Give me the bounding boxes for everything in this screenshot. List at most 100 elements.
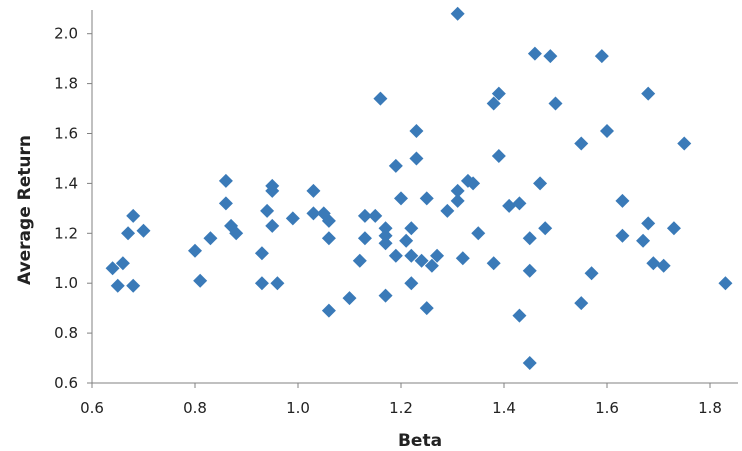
scatter-point	[105, 261, 120, 276]
tick-labels: 0.6 0.8 1.0 1.2 1.4 1.6 1.8 0.6 0.8 1.0 1.2 1.4 1.6 1…	[54, 25, 722, 417]
scatter-point	[378, 236, 393, 251]
scatter-point	[404, 276, 419, 291]
scatter-point	[455, 251, 470, 266]
scatter-point	[342, 291, 357, 306]
scatter-point	[136, 223, 151, 238]
scatter-point	[218, 196, 233, 211]
scatter-point	[414, 253, 429, 268]
scatter-point	[646, 256, 661, 271]
scatter-point	[409, 124, 424, 139]
scatter-point	[430, 248, 445, 263]
scatter-point	[450, 6, 465, 21]
y-axis-title: Average Return	[15, 135, 35, 285]
scatter-point	[718, 276, 733, 291]
scatter-point	[636, 233, 651, 248]
scatter-point	[378, 228, 393, 243]
scatter-point	[440, 203, 455, 218]
scatter-point	[512, 308, 527, 323]
scatter-point	[265, 178, 280, 193]
scatter-point	[512, 196, 527, 211]
scatter-point	[615, 193, 630, 208]
axes	[91, 10, 738, 384]
scatter-point	[188, 243, 202, 258]
x-tick-label: 1.0	[286, 399, 310, 417]
scatter-point	[409, 151, 424, 166]
data-points	[105, 6, 733, 371]
scatter-point	[270, 276, 285, 291]
scatter-point	[419, 301, 434, 316]
scatter-point	[394, 191, 408, 206]
scatter-point	[522, 263, 537, 278]
x-tick-label: 1.4	[492, 399, 516, 417]
x-tick-label: 0.8	[183, 399, 207, 417]
scatter-point	[110, 278, 125, 293]
x-tick-label: 1.8	[698, 399, 722, 417]
scatter-point	[373, 91, 388, 106]
scatter-point	[522, 231, 537, 246]
scatter-point	[378, 221, 393, 236]
scatter-point	[388, 158, 403, 173]
scatter-point	[260, 203, 275, 218]
scatter-point	[254, 276, 269, 291]
x-tick-label: 1.2	[389, 399, 413, 417]
scatter-point	[229, 226, 244, 241]
scatter-point	[641, 86, 656, 101]
scatter-point	[502, 198, 517, 213]
scatter-point	[285, 211, 300, 226]
scatter-point	[450, 193, 465, 208]
scatter-point	[594, 49, 609, 64]
scatter-point	[321, 303, 336, 318]
y-tick-label: 0.8	[54, 324, 78, 342]
y-tick-label: 0.6	[54, 374, 78, 392]
y-tick-label: 1.0	[54, 274, 78, 292]
scatter-point	[522, 356, 537, 371]
x-axis-title: Beta	[398, 431, 442, 451]
scatter-point	[584, 266, 599, 281]
scatter-point	[388, 248, 403, 263]
scatter-point	[126, 278, 141, 293]
scatter-point	[265, 218, 280, 233]
scatter-point	[543, 49, 558, 64]
scatter-point	[306, 183, 321, 198]
scatter-point	[491, 86, 506, 101]
scatter-point	[126, 208, 141, 223]
scatter-point	[121, 226, 136, 241]
scatter-point	[321, 231, 336, 246]
scatter-point	[203, 231, 218, 246]
scatter-point	[254, 246, 269, 261]
scatter-point	[486, 96, 501, 111]
y-tick-label: 2.0	[54, 25, 78, 43]
scatter-point	[527, 46, 542, 61]
scatter-point	[677, 136, 692, 151]
y-tick-label: 1.8	[54, 75, 78, 93]
scatter-point	[656, 258, 671, 273]
scatter-point	[424, 258, 439, 273]
scatter-point	[548, 96, 563, 111]
scatter-point	[357, 208, 372, 223]
y-tick-label: 1.6	[54, 125, 78, 143]
scatter-point	[450, 183, 465, 198]
scatter-point	[368, 208, 383, 223]
scatter-point	[641, 216, 656, 231]
scatter-point	[404, 221, 419, 236]
scatter-point	[486, 256, 501, 271]
scatter-point	[491, 148, 506, 163]
scatter-point	[574, 136, 589, 151]
scatter-point	[466, 176, 481, 191]
y-tick-label: 1.2	[54, 224, 78, 242]
x-tick-label: 1.6	[595, 399, 619, 417]
scatter-point	[352, 253, 367, 268]
scatter-point	[419, 191, 434, 206]
scatter-point	[399, 233, 414, 248]
scatter-point	[600, 124, 614, 139]
scatter-point	[306, 206, 321, 221]
scatter-point	[378, 288, 393, 303]
scatter-point	[471, 226, 486, 241]
scatter-point	[115, 256, 130, 271]
scatter-point	[357, 231, 372, 246]
y-tick-label: 1.4	[54, 174, 78, 192]
scatter-point	[533, 176, 548, 191]
scatter-point	[538, 221, 553, 236]
